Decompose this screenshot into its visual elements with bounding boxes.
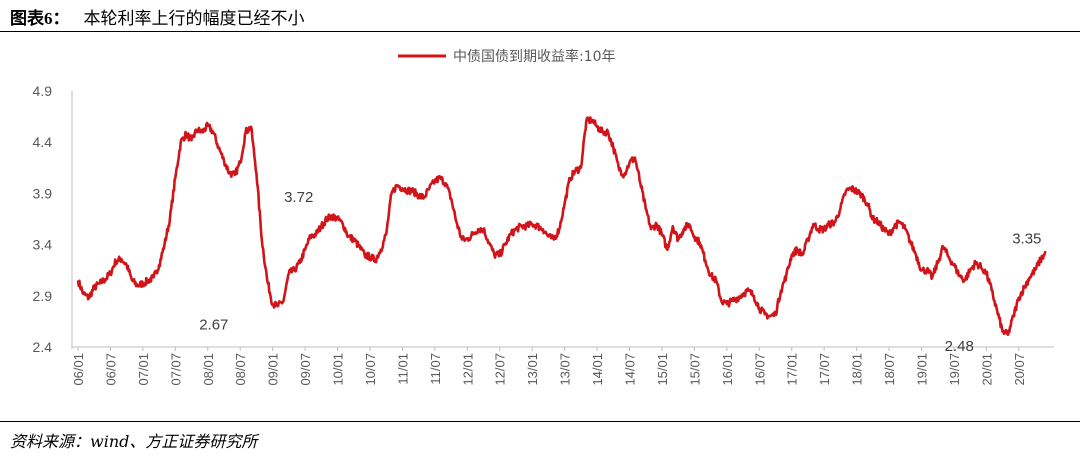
x-tick-label: 16/01 bbox=[720, 353, 735, 386]
x-tick-label: 19/01 bbox=[914, 353, 929, 386]
x-tick-label: 15/01 bbox=[655, 353, 670, 386]
x-tick-label: 19/07 bbox=[947, 353, 962, 386]
x-tick-label: 15/07 bbox=[687, 353, 702, 386]
x-tick-label: 18/01 bbox=[850, 353, 865, 386]
x-tick-label: 16/07 bbox=[752, 353, 767, 386]
x-tick-label: 09/01 bbox=[266, 353, 281, 386]
x-tick-label: 07/01 bbox=[136, 353, 151, 386]
x-tick-label: 08/01 bbox=[201, 353, 216, 386]
figure-separator: ： bbox=[52, 9, 70, 29]
figure-title-text: 本轮利率上行的幅度已经不小 bbox=[83, 9, 305, 29]
annotation-label: 2.48 bbox=[945, 338, 974, 355]
x-tick-label: 09/07 bbox=[298, 353, 313, 386]
y-tick-label: 4.4 bbox=[33, 134, 53, 150]
source-note: 资料来源：wind、方正证券研究所 bbox=[10, 432, 258, 451]
legend: 中债国债到期收益率:10年 bbox=[398, 48, 616, 65]
x-tick-label: 10/01 bbox=[331, 353, 346, 386]
x-tick-label: 07/07 bbox=[168, 353, 183, 386]
x-tick-label: 06/01 bbox=[71, 353, 86, 386]
y-tick-label: 2.4 bbox=[33, 339, 53, 355]
x-tick-label: 11/07 bbox=[428, 353, 443, 385]
annotation-label: 3.72 bbox=[284, 189, 313, 206]
x-tick-label: 06/07 bbox=[103, 353, 118, 386]
x-tick-label: 17/01 bbox=[785, 353, 800, 386]
top-rule bbox=[0, 31, 1080, 32]
x-tick-label: 17/07 bbox=[817, 353, 832, 386]
figure-label: 图表 bbox=[10, 9, 44, 29]
y-tick-label: 3.4 bbox=[33, 237, 53, 253]
x-tick-label: 11/01 bbox=[395, 353, 410, 385]
x-tick-label: 08/07 bbox=[233, 353, 248, 386]
y-tick-label: 3.9 bbox=[33, 185, 53, 201]
x-tick-label: 14/07 bbox=[623, 353, 638, 386]
figure-number: 6 bbox=[44, 9, 53, 28]
figure-title: 图表6： 本轮利率上行的幅度已经不小 bbox=[10, 4, 305, 29]
bottom-rule bbox=[0, 421, 1080, 422]
x-tick-labels: 06/01 06/07 07/01 07/07 08/01 08/07 09/01 09/07… bbox=[71, 347, 1027, 386]
x-tick-label: 18/07 bbox=[882, 353, 897, 386]
yield-chart: 中债国债到期收益率:10年 2.42.93.43.94.44.9 06/01 06… bbox=[33, 48, 1054, 386]
x-tick-label: 20/07 bbox=[1012, 353, 1027, 386]
x-tick-label: 12/01 bbox=[460, 353, 475, 386]
legend-label: 中债国债到期收益率:10年 bbox=[453, 48, 616, 65]
annotation-label: 3.35 bbox=[1012, 231, 1041, 248]
series-line bbox=[76, 116, 1047, 336]
annotation-label: 2.67 bbox=[199, 316, 228, 333]
x-tick-label: 20/01 bbox=[979, 353, 994, 386]
y-tick-label: 4.9 bbox=[33, 83, 53, 99]
y-tick-labels: 2.4 2.9 3.4 3.9 4.4 4.9 bbox=[33, 83, 53, 355]
x-tick-label: 12/07 bbox=[493, 353, 508, 386]
x-tick-label: 13/01 bbox=[525, 353, 540, 386]
x-tick-label: 14/01 bbox=[590, 353, 605, 386]
data-annotations: 3.72 2.67 3.35 2.48 bbox=[199, 189, 1041, 355]
y-tick-label: 2.9 bbox=[33, 288, 53, 304]
x-tick-label: 13/07 bbox=[558, 353, 573, 386]
x-tick-label: 10/07 bbox=[363, 353, 378, 386]
